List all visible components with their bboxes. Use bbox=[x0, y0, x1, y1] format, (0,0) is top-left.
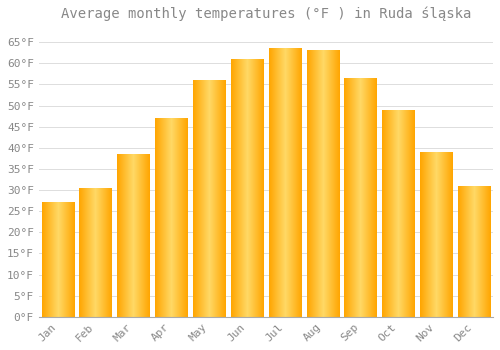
Title: Average monthly temperatures (°F ) in Ruda śląska: Average monthly temperatures (°F ) in Ru… bbox=[60, 7, 471, 21]
